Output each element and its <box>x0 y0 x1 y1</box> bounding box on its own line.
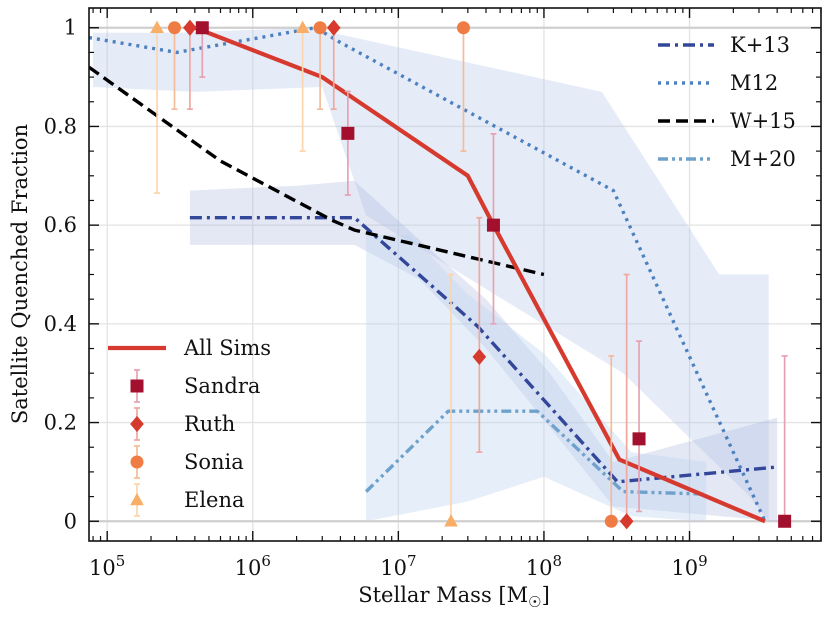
line-m12 <box>89 26 767 523</box>
band-m12 <box>93 27 769 522</box>
legend-label-sonia: Sonia <box>184 450 244 474</box>
marker-ruth <box>183 19 197 36</box>
x-tick-label: 107 <box>380 552 416 580</box>
axis-ticks: 105 106 107 108 109 0 0.2 0.4 0.6 0.8 1 <box>44 8 822 580</box>
y-axis-label: Satellite Quenched Fraction <box>8 124 32 424</box>
legend-marker-ruth <box>130 415 144 433</box>
marker-elena <box>295 20 310 33</box>
y-tick-label: 0 <box>64 509 77 533</box>
legend-bottom-left: All Sims Sandra Ruth Sonia Elena <box>108 336 271 517</box>
legend-marker-sandra <box>130 379 144 393</box>
y-tick-label: 1 <box>64 16 77 40</box>
line-allsims <box>194 25 766 524</box>
legend-label-ruth: Ruth <box>184 412 235 436</box>
marker-sonia <box>604 514 618 528</box>
marker-ruth <box>472 348 487 366</box>
grid <box>89 8 821 541</box>
marker-sandra <box>195 21 209 35</box>
legend-marker-sonia <box>130 455 144 469</box>
x-tick-label: 108 <box>526 552 562 580</box>
y-tick-label: 0.2 <box>44 411 77 435</box>
x-tick-label: 105 <box>89 552 125 580</box>
x-tick-label: 106 <box>235 552 271 580</box>
legend-label-m12: M12 <box>730 71 778 95</box>
line-k13 <box>189 215 778 484</box>
legend-label-k13: K+13 <box>730 33 790 57</box>
line-m20 <box>364 409 707 496</box>
x-tick-label: 109 <box>671 552 707 580</box>
legend-label-m20: M+20 <box>730 147 796 171</box>
legend-label-allsims: All Sims <box>183 336 271 360</box>
y-tick-label: 0.4 <box>44 312 77 336</box>
marker-sandra <box>778 514 792 528</box>
legend-label-elena: Elena <box>184 488 245 512</box>
x-axis-label: Stellar Mass [M☉] <box>358 583 550 611</box>
series-lines <box>89 25 778 524</box>
x-axis-label-main: Stellar Mass [M <box>358 583 528 607</box>
x-axis-label-close: ] <box>542 583 550 607</box>
confidence-bands <box>93 27 778 522</box>
marker-ruth <box>619 513 634 530</box>
y-tick-label: 0.6 <box>44 213 77 237</box>
marker-sandra <box>632 432 646 446</box>
marker-sandra <box>341 126 355 140</box>
marker-sonia <box>168 21 182 35</box>
legend-label-sandra: Sandra <box>184 374 260 398</box>
x-axis-label-sub: ☉ <box>528 593 541 611</box>
legend-marker-elena <box>130 492 144 506</box>
data-markers <box>150 19 792 530</box>
legend-label-w15: W+15 <box>730 109 796 133</box>
marker-sonia <box>456 21 470 35</box>
y-tick-label: 0.8 <box>44 114 77 138</box>
marker-sandra <box>486 218 500 232</box>
marker-elena <box>444 514 458 527</box>
marker-ruth <box>326 19 341 36</box>
marker-sonia <box>313 21 327 35</box>
band-k13 <box>189 180 778 522</box>
legend-top-right: K+13 M12 W+15 M+20 <box>658 33 796 171</box>
marker-elena <box>150 20 164 33</box>
